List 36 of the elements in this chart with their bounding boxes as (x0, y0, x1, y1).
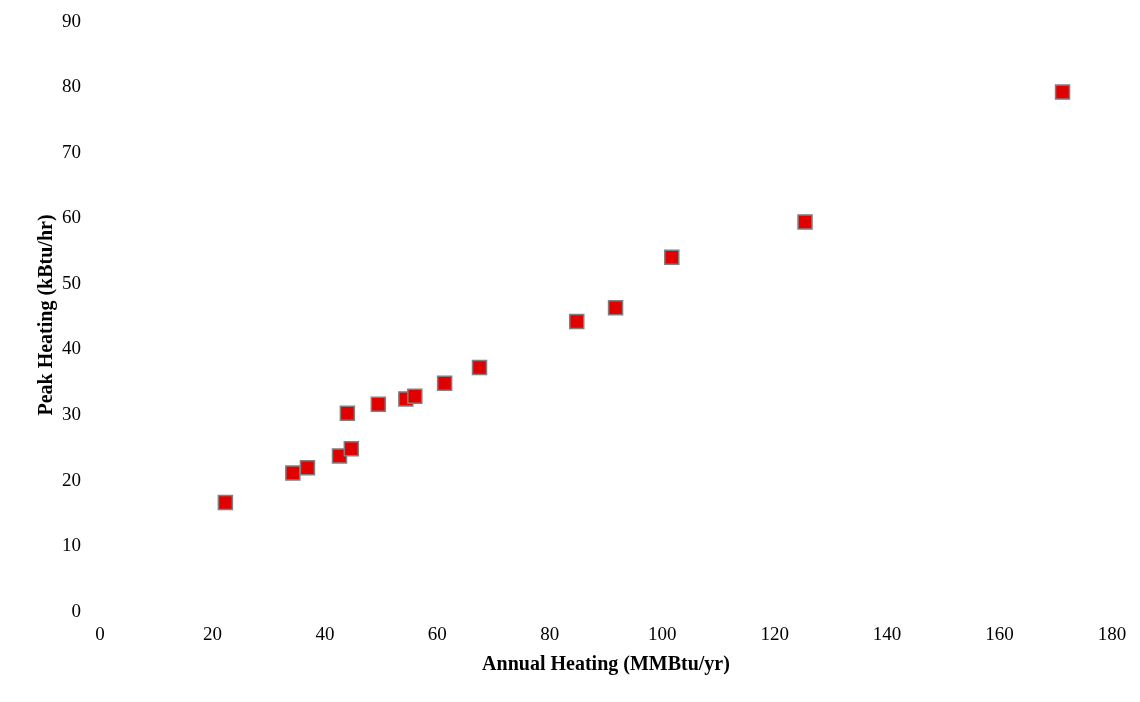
point (407, 388, 423, 405)
point (569, 313, 585, 330)
x-tick-label: 20 (202, 623, 222, 644)
point (436, 375, 453, 391)
y-tick-label: 30 (62, 402, 81, 424)
point (797, 214, 813, 230)
point (299, 459, 316, 476)
y-axis-title: Peak Heating (kBtu/hr) (33, 214, 57, 416)
y-tick-label: 60 (62, 206, 81, 228)
x-tick-label: 100 (647, 623, 677, 644)
y-tick-label: 40 (62, 337, 81, 359)
x-tick-label: 140 (872, 623, 902, 644)
x-tick-label: 60 (427, 623, 447, 644)
x-tick-label: 180 (1097, 623, 1127, 644)
point (607, 300, 624, 316)
point (339, 405, 356, 422)
x-tick-label: 160 (985, 623, 1014, 644)
x-tick-label: 0 (95, 623, 105, 644)
x-tick-label: 120 (760, 623, 789, 644)
y-tick-label: 90 (62, 9, 81, 31)
point (370, 396, 387, 412)
x-axis-title: Annual Heating (MMBtu/yr) (482, 651, 730, 675)
point (285, 465, 301, 481)
y-tick-label: 50 (62, 271, 81, 293)
point (217, 494, 234, 511)
y-tick-label: 10 (62, 534, 81, 556)
y-tick-label: 0 (71, 599, 81, 621)
point (664, 249, 680, 266)
point (343, 440, 360, 457)
y-tick-label: 70 (62, 140, 81, 162)
point (471, 359, 488, 376)
x-tick-label: 40 (315, 623, 335, 644)
y-tick-label: 80 (62, 75, 81, 97)
y-tick-label: 20 (62, 468, 81, 490)
x-tick-label: 80 (540, 623, 560, 644)
point (1054, 84, 1071, 100)
